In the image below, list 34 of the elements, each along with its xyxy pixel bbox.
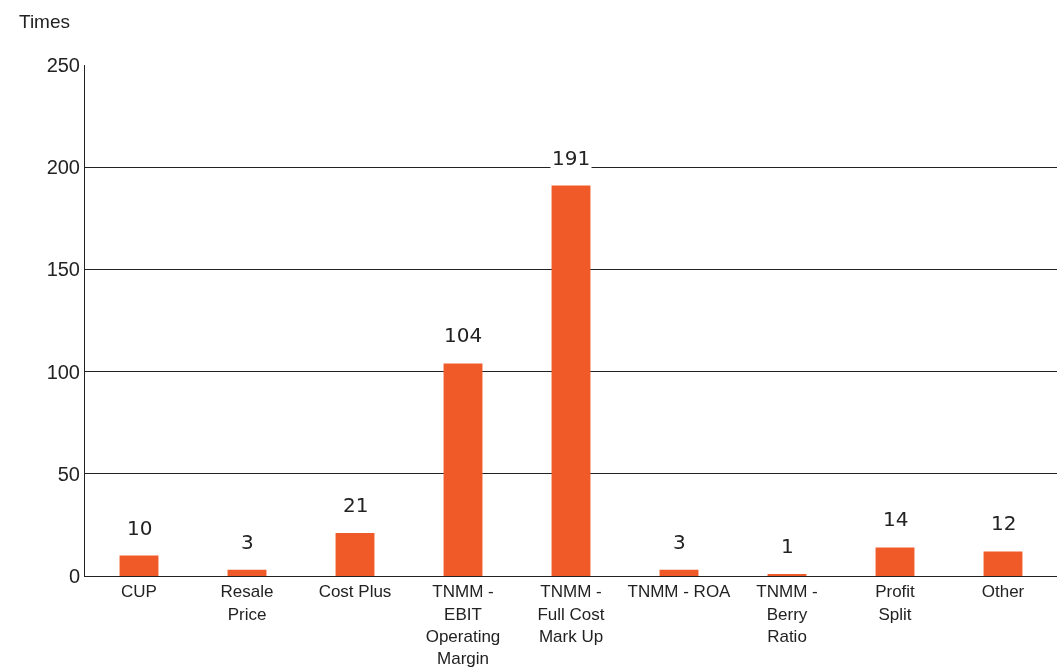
- x-tick-label: CUP: [121, 582, 157, 602]
- bar: [551, 185, 591, 576]
- bar: [875, 547, 915, 576]
- y-tick-label: 100: [46, 360, 80, 383]
- y-tick-label: 150: [46, 258, 80, 281]
- bar: [983, 551, 1023, 576]
- y-tick-label: 50: [57, 462, 80, 485]
- data-label: 14: [883, 507, 909, 531]
- x-tick-label: Profit Split: [875, 582, 916, 624]
- x-tick-label: TNMM - Berry Ratio: [756, 582, 818, 646]
- bar: [227, 569, 267, 576]
- y-tick-label: 250: [46, 54, 80, 76]
- data-label: 104: [444, 323, 483, 347]
- bar: [443, 363, 483, 576]
- bar: [335, 533, 375, 576]
- data-label: 3: [241, 530, 254, 554]
- x-tick-label: TNMM - Full Cost Mark Up: [537, 582, 605, 646]
- data-label: 21: [343, 493, 369, 517]
- x-tick-label: TNMM - ROA: [627, 582, 732, 602]
- data-label: 191: [552, 146, 591, 170]
- data-label: 1: [781, 534, 794, 558]
- x-tick-label: TNMM - EBIT Operating Margin: [425, 582, 501, 668]
- bar: [767, 573, 807, 576]
- y-axis-title: Times: [19, 11, 71, 32]
- data-label: 12: [991, 511, 1017, 535]
- bar: [659, 569, 699, 576]
- y-tick-label: 0: [68, 565, 80, 587]
- y-tick-label: 200: [46, 156, 80, 179]
- x-tick-label: Resale Price: [220, 582, 274, 624]
- data-label: 3: [673, 530, 686, 554]
- data-label: 10: [127, 516, 153, 540]
- bar: [119, 555, 159, 576]
- x-tick-label: Other: [981, 582, 1025, 602]
- x-tick-label: Cost Plus: [318, 582, 392, 602]
